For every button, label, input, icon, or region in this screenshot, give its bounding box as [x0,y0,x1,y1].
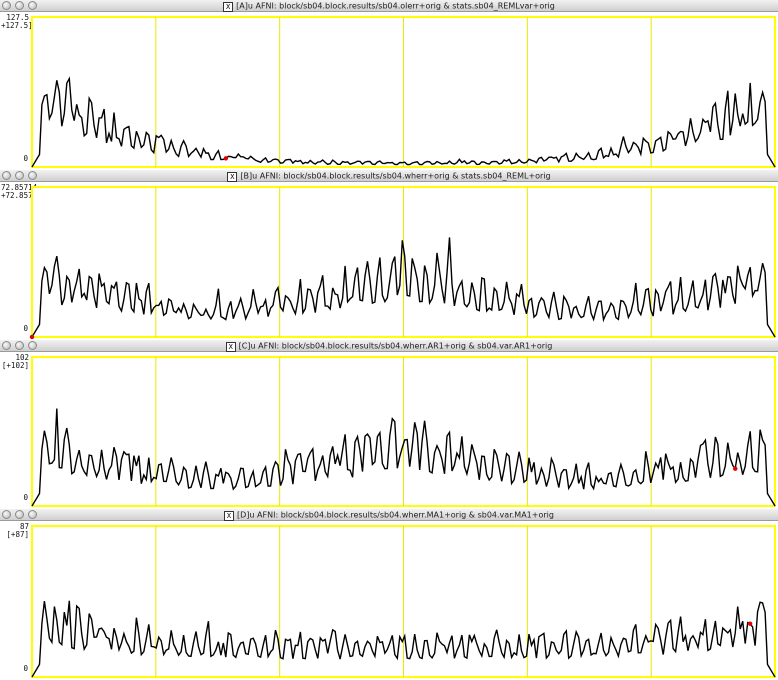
zoom-button[interactable] [28,510,37,519]
y-max-label: 72.85714 [1,183,38,192]
y-max-sublabel: [+102] [1,361,29,370]
minimize-button[interactable] [15,510,24,519]
y-max-label: 87 [19,522,29,531]
window-title-text: [D]u AFNI: block/sb04.block.results/sb04… [237,510,554,520]
close-button[interactable] [2,1,11,10]
graph-plot[interactable] [0,185,778,340]
y-max-sublabel: +72.85714] [1,191,47,200]
x11-icon: X [224,510,235,521]
timeseries-line [31,237,776,338]
timeseries-line [31,76,776,168]
window-title: X [A]u AFNI: block/sb04.block.results/sb0… [0,0,778,12]
y-max-sublabel: [+87] [6,530,29,539]
highlight-point [223,156,229,161]
graph-plot[interactable] [0,15,778,170]
graph-plot[interactable] [0,524,778,680]
window-titlebar[interactable]: X [C]u AFNI: block/sb04.block.results/sb0… [0,340,778,352]
y-max-label: 127.5 [6,13,29,22]
graph-plot[interactable] [0,355,778,509]
minimize-button[interactable] [15,341,24,350]
y-min-label: 0 [23,154,28,163]
window-title-text: [C]u AFNI: block/sb04.block.results/sb04… [238,341,553,351]
highlight-point [747,621,753,626]
window-title-text: [A]u AFNI: block/sb04.block.results/sb04… [236,1,555,11]
y-min-label: 0 [23,664,28,673]
window-title-text: [B]u AFNI: block/sb04.block.results/sb04… [240,171,551,181]
graph-window-4[interactable]: X [D]u AFNI: block/sb04.block.results/sb0… [0,509,778,680]
x11-icon: X [223,1,234,12]
highlight-point [29,334,35,340]
window-titlebar[interactable]: X [B]u AFNI: block/sb04.block.results/sb0… [0,170,778,182]
window-title: X [B]u AFNI: block/sb04.block.results/sb0… [0,170,778,182]
x11-icon: X [227,171,238,182]
close-button[interactable] [2,510,11,519]
window-titlebar[interactable]: X [D]u AFNI: block/sb04.block.results/sb0… [0,509,778,521]
zoom-button[interactable] [28,171,37,180]
graph-window-1[interactable]: X [A]u AFNI: block/sb04.block.results/sb0… [0,0,778,170]
window-title: X [C]u AFNI: block/sb04.block.results/sb0… [0,340,778,352]
y-max-sublabel: +127.5] [1,21,33,30]
graph-window-3[interactable]: X [C]u AFNI: block/sb04.block.results/sb0… [0,340,778,509]
y-min-label: 0 [23,493,28,502]
zoom-button[interactable] [28,1,37,10]
window-title: X [D]u AFNI: block/sb04.block.results/sb0… [0,509,778,521]
timeseries-line [31,408,776,507]
close-button[interactable] [2,341,11,350]
close-button[interactable] [2,171,11,180]
y-min-label: 0 [23,324,28,333]
y-max-label: 102 [15,353,29,362]
graph-window-2[interactable]: X [B]u AFNI: block/sb04.block.results/sb0… [0,170,778,340]
zoom-button[interactable] [28,341,37,350]
x11-icon: X [225,341,236,352]
window-titlebar[interactable]: X [A]u AFNI: block/sb04.block.results/sb0… [0,0,778,12]
minimize-button[interactable] [15,1,24,10]
highlight-point [733,466,738,471]
minimize-button[interactable] [15,171,24,180]
timeseries-line [31,600,776,678]
